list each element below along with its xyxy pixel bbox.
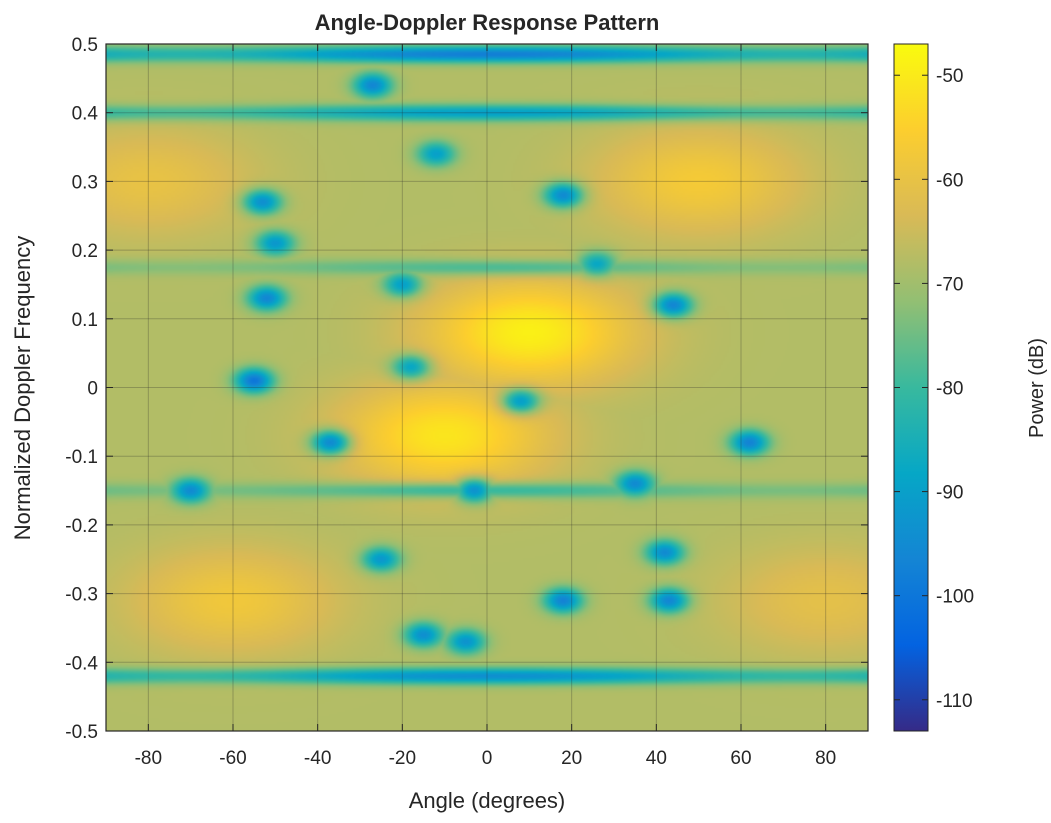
x-tick-label: 20 bbox=[561, 748, 582, 769]
colorbar-tick-label: -80 bbox=[936, 379, 963, 400]
y-tick-label: -0.2 bbox=[65, 516, 98, 537]
grid-lines bbox=[106, 44, 868, 731]
chart-title: Angle-Doppler Response Pattern bbox=[315, 10, 660, 35]
colorbar-axis: -50 -60 -70 -80 -90 -100 -110 bbox=[894, 66, 974, 712]
colorbar-tick-label: -50 bbox=[936, 66, 963, 87]
x-tick-label: -40 bbox=[304, 748, 331, 769]
x-tick-label: -80 bbox=[135, 748, 162, 769]
y-tick-label: -0.5 bbox=[65, 722, 98, 743]
colorbar-tick-label: -100 bbox=[936, 587, 974, 608]
y-tick-label: -0.1 bbox=[65, 447, 98, 468]
colorbar-tick-label: -60 bbox=[936, 170, 963, 191]
y-axis-label: Normalized Doppler Frequency bbox=[10, 236, 35, 540]
x-tick-label: 0 bbox=[482, 748, 493, 769]
y-tick-label: 0.3 bbox=[72, 172, 98, 193]
x-tick-label: 40 bbox=[646, 748, 667, 769]
y-tick-label: 0.2 bbox=[72, 241, 98, 262]
y-tick-label: 0.5 bbox=[72, 35, 98, 56]
x-axis-label: Angle (degrees) bbox=[409, 788, 566, 813]
x-tick-label: -60 bbox=[219, 748, 246, 769]
x-tick-label: 60 bbox=[730, 748, 751, 769]
colorbar-tick-label: -70 bbox=[936, 274, 963, 295]
y-tick-label: 0.4 bbox=[72, 104, 99, 125]
x-tick-label: -20 bbox=[389, 748, 416, 769]
heatmap-image bbox=[106, 44, 868, 731]
x-axis: -80 -60 -40 -20 0 20 40 60 80 bbox=[135, 44, 836, 769]
y-tick-label: 0 bbox=[87, 379, 98, 400]
heatmap-canvas-container bbox=[106, 44, 868, 731]
colorbar-tick-label: -90 bbox=[936, 483, 963, 504]
y-tick-label: 0.1 bbox=[72, 310, 98, 331]
y-tick-label: -0.4 bbox=[65, 653, 98, 674]
y-axis: 0.5 0.4 0.3 0.2 0.1 0 -0.1 -0.2 -0.3 -0.4 -0.5 bbox=[65, 35, 868, 743]
y-tick-label: -0.3 bbox=[65, 585, 98, 606]
colorbar-tick-label: -110 bbox=[936, 691, 973, 712]
colorbar-label: Power (dB) bbox=[1026, 338, 1048, 438]
x-tick-label: 80 bbox=[815, 748, 836, 769]
